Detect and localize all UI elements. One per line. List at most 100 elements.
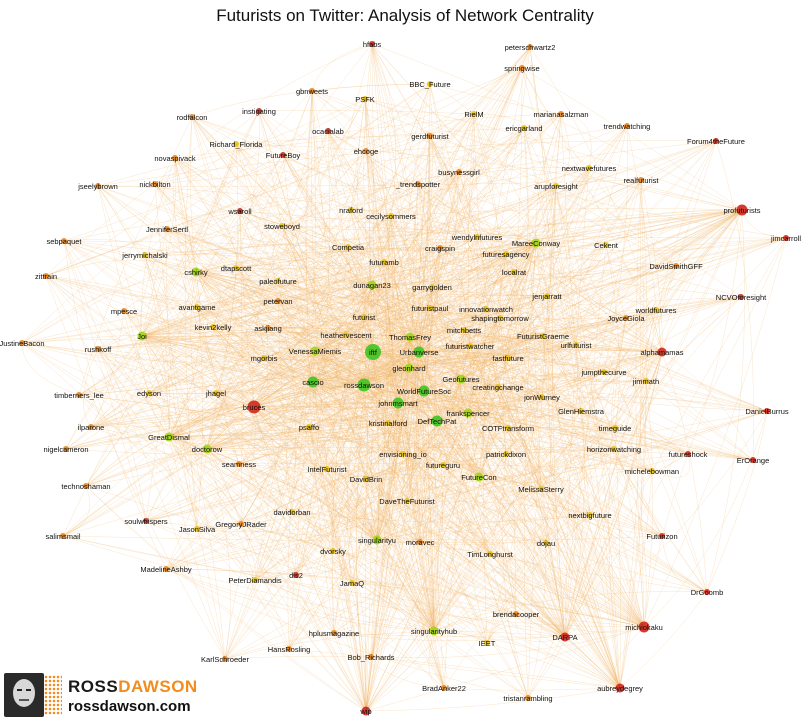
edge bbox=[97, 185, 335, 634]
edge bbox=[314, 350, 404, 455]
edge bbox=[347, 246, 367, 386]
edge bbox=[312, 381, 480, 478]
edge bbox=[376, 367, 410, 541]
edge bbox=[90, 309, 657, 428]
edge bbox=[409, 336, 509, 429]
edge bbox=[195, 271, 378, 541]
edge bbox=[240, 420, 438, 525]
edge bbox=[408, 367, 435, 632]
edge bbox=[459, 236, 478, 347]
edge bbox=[502, 242, 537, 455]
edge bbox=[267, 327, 543, 398]
edge bbox=[417, 183, 577, 346]
edge bbox=[308, 127, 525, 428]
node-label: peterschwartz2 bbox=[505, 43, 556, 52]
edge bbox=[195, 271, 240, 465]
edge bbox=[489, 553, 645, 628]
node-jonwurney: jonWurney bbox=[523, 393, 560, 402]
node-frankspencer: frankspencer bbox=[446, 408, 490, 418]
edge bbox=[253, 113, 562, 408]
edge bbox=[643, 237, 787, 628]
edge bbox=[195, 271, 566, 638]
edge bbox=[63, 67, 523, 242]
edge bbox=[347, 127, 525, 248]
edge bbox=[235, 209, 743, 269]
edge bbox=[365, 478, 566, 638]
edge bbox=[499, 316, 663, 353]
node-circle bbox=[372, 535, 382, 545]
edge bbox=[215, 351, 374, 394]
edge bbox=[423, 390, 621, 689]
edge bbox=[350, 209, 645, 628]
edge bbox=[651, 453, 691, 478]
edge bbox=[97, 296, 742, 350]
edge bbox=[90, 261, 385, 428]
node-sebpaquet: sebpaquet bbox=[46, 237, 82, 246]
edge bbox=[326, 468, 367, 712]
edge bbox=[312, 381, 444, 466]
edge bbox=[312, 242, 537, 383]
edge bbox=[371, 284, 462, 380]
edge bbox=[372, 335, 544, 357]
edge bbox=[372, 351, 647, 382]
node-label: DavidSmithGFF bbox=[649, 262, 703, 271]
edge bbox=[365, 478, 645, 628]
edge bbox=[63, 240, 501, 319]
edge bbox=[363, 286, 433, 386]
edge bbox=[195, 239, 537, 273]
node-label: dis2 bbox=[289, 571, 303, 580]
edge bbox=[141, 143, 237, 337]
node-label: DefTechPat bbox=[418, 417, 458, 426]
node-circle bbox=[191, 267, 201, 277]
edge bbox=[144, 209, 352, 256]
node-circle bbox=[586, 165, 592, 171]
edge bbox=[467, 412, 517, 615]
edge bbox=[351, 582, 645, 628]
edge bbox=[277, 247, 441, 302]
node-label: singularityhub bbox=[411, 627, 457, 636]
edge bbox=[372, 271, 515, 353]
node-danielburrus: DanielBurrus bbox=[745, 407, 789, 416]
edge bbox=[168, 357, 265, 438]
edge bbox=[281, 127, 525, 227]
edge bbox=[540, 209, 743, 490]
edge bbox=[376, 83, 431, 541]
edge bbox=[235, 267, 411, 338]
node-circle bbox=[172, 155, 178, 161]
edge bbox=[215, 367, 410, 394]
edge bbox=[371, 284, 663, 353]
edge bbox=[239, 210, 373, 286]
edge bbox=[545, 344, 578, 544]
edge bbox=[62, 485, 90, 537]
edge bbox=[235, 143, 378, 541]
edge bbox=[372, 127, 525, 353]
edge bbox=[372, 242, 537, 353]
edge bbox=[312, 381, 469, 414]
edge bbox=[436, 46, 531, 422]
edge bbox=[332, 308, 487, 552]
node-circle bbox=[612, 425, 618, 431]
edge bbox=[144, 244, 607, 256]
edge bbox=[62, 284, 373, 537]
edge bbox=[141, 83, 431, 337]
edge bbox=[78, 307, 431, 396]
node-circle bbox=[653, 307, 659, 313]
edge bbox=[365, 150, 435, 632]
node-davidbrin: DavidBrin bbox=[350, 475, 383, 484]
edge bbox=[312, 296, 742, 383]
edge bbox=[331, 284, 373, 634]
edge bbox=[409, 336, 582, 412]
node-tristanrambling: tristanrambling bbox=[503, 694, 552, 703]
edge bbox=[376, 351, 663, 541]
edge bbox=[78, 335, 143, 396]
node-label: GlenHiemstra bbox=[558, 407, 605, 416]
edge bbox=[191, 116, 420, 353]
edge bbox=[62, 154, 284, 537]
edge bbox=[174, 157, 203, 530]
edge bbox=[291, 90, 316, 513]
edge bbox=[166, 228, 365, 386]
node-label: instigating bbox=[242, 107, 276, 116]
edge bbox=[141, 335, 328, 470]
node-label: timberners_lee bbox=[54, 391, 104, 400]
edge bbox=[168, 436, 435, 632]
